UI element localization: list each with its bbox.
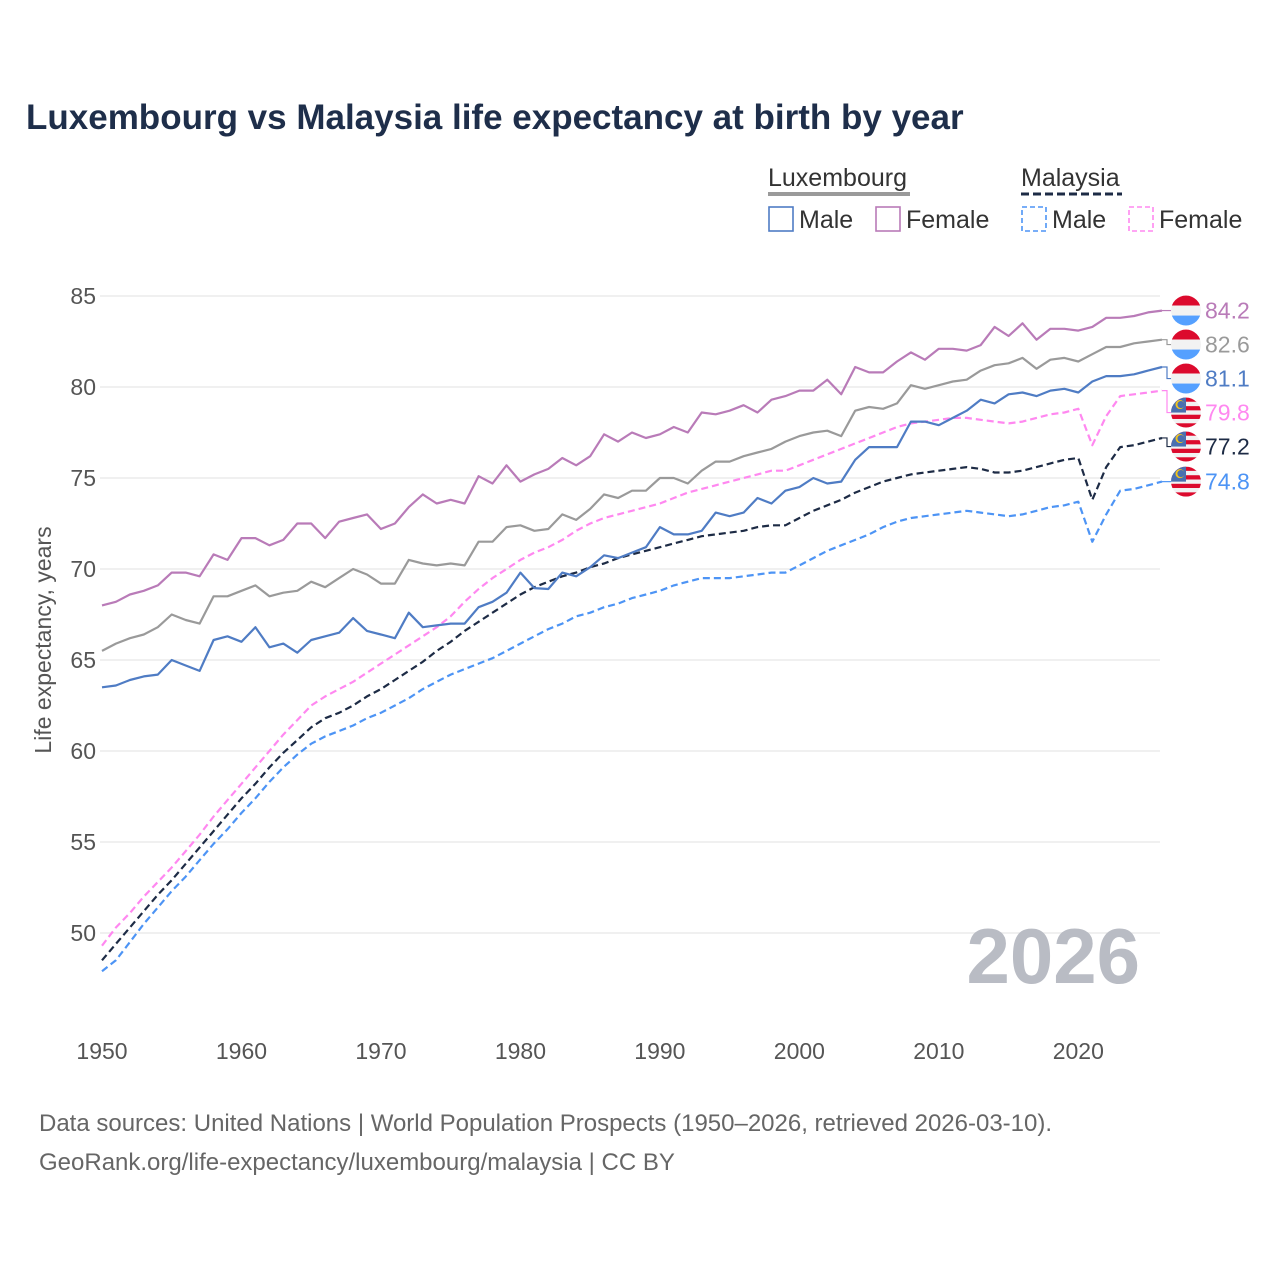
x-tick-label: 1990 — [634, 1038, 685, 1064]
y-tick-label: 65 — [70, 647, 96, 673]
malaysia-flag-icon — [1171, 466, 1201, 497]
y-axis-ticks: 50 55 60 65 70 75 80 85 — [70, 283, 96, 946]
x-axis-ticks: 1950 1960 1970 1980 1990 2000 2010 2020 — [76, 1038, 1103, 1064]
y-axis-label: Life expectancy, years — [30, 526, 56, 753]
legend-group-luxembourg[interactable]: Luxembourg — [768, 164, 907, 192]
legend-item-mys-male[interactable]: Male — [1052, 206, 1106, 234]
legend-swatch-mys-female — [1128, 206, 1154, 232]
series-line-lux_female — [101, 309, 1163, 607]
legend-item-lux-female[interactable]: Female — [906, 206, 989, 234]
series-line-mys_male — [101, 480, 1163, 973]
end-label-lux_total: 82.6 — [1162, 329, 1250, 360]
malaysia-flag-icon — [1171, 397, 1201, 428]
end-labels: 84.2 82.6 81.1 79.8 77.2 74.8 — [1162, 295, 1250, 497]
legend-swatch-lux-male — [768, 206, 794, 232]
series-line-mys_female — [101, 389, 1163, 947]
legend-item-mys-female[interactable]: Female — [1159, 206, 1242, 234]
end-connector — [1162, 437, 1172, 448]
end-label-lux_male: 81.1 — [1162, 363, 1250, 394]
y-tick-label: 50 — [70, 920, 96, 946]
x-tick-label: 2010 — [913, 1038, 964, 1064]
x-tick-label: 1970 — [355, 1038, 406, 1064]
footer-link[interactable]: GeoRank.org/life-expectancy/luxembourg/m… — [39, 1149, 675, 1176]
legend: Luxembourg Male Female Malaysia Male Fem… — [768, 164, 1242, 234]
chart-title: Luxembourg vs Malaysia life expectancy a… — [26, 98, 964, 137]
end-label-lux_female: 84.2 — [1162, 295, 1250, 326]
x-tick-label: 1980 — [495, 1038, 546, 1064]
end-label-mys_female: 79.8 — [1162, 390, 1250, 428]
legend-swatch-mys-male — [1021, 206, 1047, 232]
y-tick-label: 60 — [70, 738, 96, 764]
series-lines — [101, 309, 1163, 973]
legend-group-malaysia[interactable]: Malaysia — [1021, 164, 1120, 192]
x-tick-label: 2000 — [774, 1038, 825, 1064]
x-tick-label: 2020 — [1053, 1038, 1104, 1064]
luxembourg-flag-icon — [1171, 295, 1201, 326]
end-label-mys_male: 74.8 — [1162, 466, 1250, 497]
end-value-label: 77.2 — [1205, 434, 1250, 460]
end-value-label: 79.8 — [1205, 400, 1250, 426]
y-tick-label: 85 — [70, 283, 96, 309]
grid — [100, 295, 1160, 934]
end-value-label: 82.6 — [1205, 332, 1250, 358]
y-tick-label: 80 — [70, 374, 96, 400]
legend-item-lux-male[interactable]: Male — [799, 206, 853, 234]
y-tick-label: 70 — [70, 556, 96, 582]
footer-sources: Data sources: United Nations | World Pop… — [39, 1110, 1052, 1137]
series-line-mys_total — [101, 436, 1163, 962]
end-value-label: 74.8 — [1205, 469, 1250, 495]
end-value-label: 84.2 — [1205, 298, 1250, 324]
end-value-label: 81.1 — [1205, 366, 1250, 392]
legend-swatch-lux-female — [875, 206, 901, 232]
y-tick-label: 75 — [70, 465, 96, 491]
end-connector — [1162, 366, 1172, 380]
current-year-watermark: 2026 — [966, 912, 1140, 1000]
y-tick-label: 55 — [70, 829, 96, 855]
luxembourg-flag-icon — [1171, 329, 1201, 360]
series-line-lux_male — [101, 365, 1163, 689]
end-label-mys_total: 77.2 — [1162, 431, 1250, 462]
end-connector — [1162, 390, 1172, 414]
luxembourg-flag-icon — [1171, 363, 1201, 394]
x-tick-label: 1950 — [76, 1038, 127, 1064]
x-tick-label: 1960 — [216, 1038, 267, 1064]
series-line-lux_total — [101, 338, 1163, 652]
end-connector — [1162, 339, 1172, 346]
malaysia-flag-icon — [1171, 431, 1201, 462]
